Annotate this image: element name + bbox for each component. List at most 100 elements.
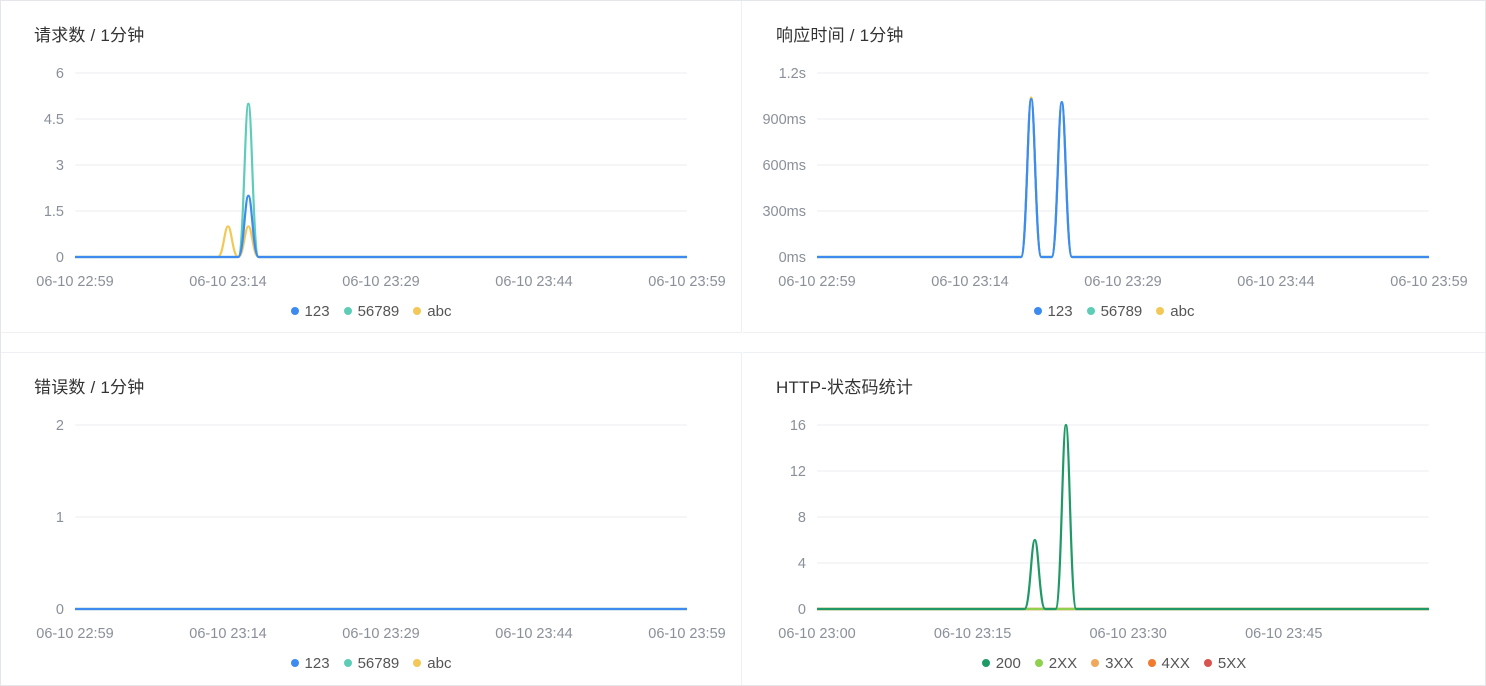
legend-item[interactable]: 3XX [1091,655,1134,672]
x-tick-label: 06-10 23:44 [495,626,572,642]
legend-label: abc [427,655,452,672]
x-tick-label: 06-10 23:14 [189,274,266,290]
response-time-chart: 0ms 300ms 600ms 900ms 1.2s 06-10 22:59 06-10 2… [762,66,1467,290]
x-tick-label: 06-10 23:44 [495,274,572,290]
legend-dot-icon [413,659,422,667]
chart-title: HTTP-状态码统计 [776,378,914,397]
legend-label: abc [427,303,452,320]
legend-label: 2XX [1048,655,1078,672]
x-tick-label: 06-10 23:15 [934,626,1011,642]
x-tick-label: 06-10 22:59 [36,626,113,642]
http-status-chart: 0 4 8 12 16 06-10 23:00 06-10 23:15 06-10 23:30… [778,418,1429,642]
chart-title: 响应时间 / 1分钟 [776,26,904,45]
legend-label: 56789 [1100,303,1143,320]
legend-label: 4XX [1161,655,1190,672]
y-tick-label: 4.5 [44,112,64,128]
x-tick-label: 06-10 23:59 [648,274,725,290]
x-tick-label: 06-10 23:44 [1237,274,1314,290]
legend-dot-icon [1086,307,1095,315]
y-tick-label: 1 [56,510,64,526]
y-tick-label: 1.2s [779,66,806,82]
chart-title: 请求数 / 1分钟 [34,26,145,45]
legend-dot-icon [1156,307,1165,315]
chart-panel-requests: 请求数 / 1分钟 0 1.5 3 4.5 6 06-10 22:59 06-10 23:1… [1,1,742,333]
y-tick-label: 0 [798,602,806,618]
legend-dot-icon [290,307,299,315]
errors-chart: 0 1 2 06-10 22:59 06-10 23:14 06-10 23:29 06-1… [36,418,725,642]
y-tick-label: 600ms [762,158,806,174]
legend-item[interactable]: 200 [981,655,1021,672]
x-tick-label: 06-10 22:59 [778,274,855,290]
legend-item[interactable]: 56789 [343,303,400,320]
legend-dot-icon [1033,307,1042,315]
chart-legend: 123 56789 abc [1,655,741,672]
legend-label: abc [1170,303,1195,320]
legend-label: 123 [304,655,330,672]
series-line-abc [75,225,687,259]
y-tick-label: 8 [798,510,806,526]
chart-panel-errors: 错误数 / 1分钟 0 1 2 06-10 22:59 06-10 23:14 06-10… [1,352,742,685]
y-tick-label: 16 [790,418,806,434]
legend-dot-icon [981,659,990,667]
legend-label: 123 [1047,303,1073,320]
legend-item[interactable]: 56789 [343,655,400,672]
chart-legend: 123 56789 abc [743,303,1485,320]
chart-panel-http-status: HTTP-状态码统计 0 4 8 12 16 06-10 23:00 06-10 23:15… [743,352,1485,685]
series-line-56789 [75,102,687,259]
series-line-abc [817,96,1429,259]
y-tick-label: 0 [56,250,64,266]
series-line-56789 [817,97,1429,259]
y-tick-label: 300ms [762,204,806,220]
x-tick-label: 06-10 22:59 [36,274,113,290]
y-tick-label: 0ms [779,250,806,266]
requests-chart: 0 1.5 3 4.5 6 06-10 22:59 06-10 23:14 06-10 23:… [36,66,725,290]
legend-label: 5XX [1217,655,1247,672]
x-tick-label: 06-10 23:45 [1245,626,1322,642]
x-tick-label: 06-10 23:29 [342,626,419,642]
legend-item[interactable]: 5XX [1203,655,1247,672]
legend-label: 56789 [357,303,400,320]
legend-item[interactable]: 123 [290,303,330,320]
panel-row-gap [1,334,1485,352]
legend-dot-icon [290,659,299,667]
y-tick-label: 4 [798,556,806,572]
y-tick-label: 900ms [762,112,806,128]
chart-panel-response-time: 响应时间 / 1分钟 0ms 300ms 600ms 900ms 1.2s 06-10 2… [743,1,1485,333]
y-tick-label: 3 [56,158,64,174]
legend-label: 3XX [1105,655,1134,672]
y-tick-label: 2 [56,418,64,434]
legend-dot-icon [1034,659,1043,667]
x-tick-label: 06-10 23:59 [1390,274,1467,290]
series-line-123 [75,194,687,259]
legend-label: 200 [995,655,1021,672]
x-tick-label: 06-10 23:30 [1089,626,1166,642]
legend-dot-icon [343,307,352,315]
legend-item[interactable]: 123 [290,655,330,672]
legend-dot-icon [1091,659,1100,667]
legend-item[interactable]: 123 [1033,303,1073,320]
legend-item[interactable]: abc [413,655,451,672]
x-tick-label: 06-10 23:14 [931,274,1008,290]
legend-item[interactable]: abc [1156,303,1194,320]
y-tick-label: 6 [56,66,64,82]
legend-item[interactable]: 4XX [1147,655,1190,672]
legend-item[interactable]: 2XX [1034,655,1078,672]
y-tick-label: 0 [56,602,64,618]
legend-dot-icon [413,307,422,315]
y-tick-label: 12 [790,464,806,480]
chart-title: 错误数 / 1分钟 [34,378,145,397]
legend-item[interactable]: abc [413,303,451,320]
y-tick-label: 1.5 [44,204,64,220]
x-tick-label: 06-10 23:00 [778,626,855,642]
x-tick-label: 06-10 23:14 [189,626,266,642]
chart-legend: 123 56789 abc [1,303,741,320]
legend-label: 123 [304,303,330,320]
legend-dot-icon [343,659,352,667]
legend-dot-icon [1203,659,1212,667]
x-tick-label: 06-10 23:59 [648,626,725,642]
legend-item[interactable]: 56789 [1086,303,1143,320]
legend-label: 56789 [357,655,400,672]
series-line-123 [817,97,1429,259]
x-tick-label: 06-10 23:29 [1084,274,1161,290]
legend-dot-icon [1147,659,1156,667]
